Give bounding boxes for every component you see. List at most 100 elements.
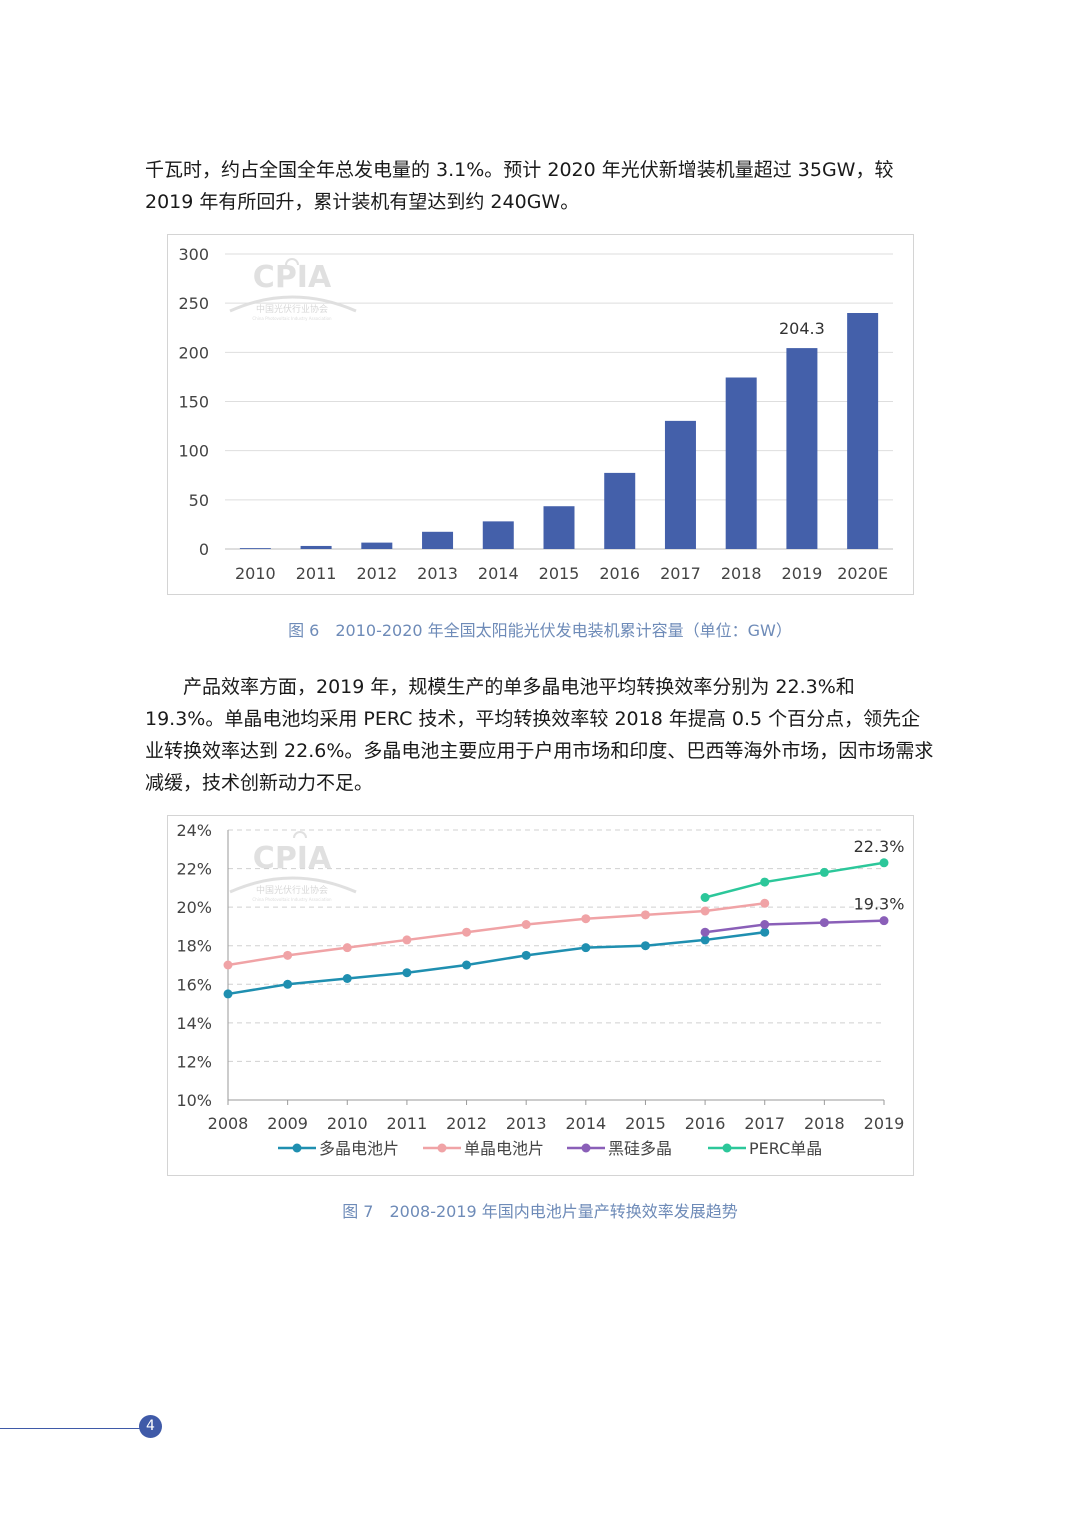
y-tick-label: 16% (176, 975, 212, 994)
x-tick-label: 2019 (864, 1114, 905, 1133)
bar (604, 472, 636, 549)
y-tick-label: 12% (176, 1052, 212, 1071)
page-number: 4 (139, 1415, 162, 1438)
y-tick-label: 14% (176, 1014, 212, 1033)
legend-marker (437, 1143, 447, 1153)
data-point (640, 941, 650, 951)
data-point (879, 858, 889, 868)
x-tick-label: 2019 (782, 564, 823, 583)
data-point (462, 927, 472, 937)
y-tick-label: 24% (176, 821, 212, 840)
y-tick-label: 250 (178, 294, 209, 313)
x-tick-label: 2013 (506, 1114, 547, 1133)
x-tick-label: 2010 (235, 564, 276, 583)
y-tick-label: 0 (199, 540, 209, 559)
y-tick-label: 22% (176, 860, 212, 879)
x-tick-label: 2020E (837, 564, 888, 583)
bar (847, 313, 879, 549)
bar (725, 377, 757, 549)
data-point (819, 918, 829, 928)
watermark-org-cn: 中国光伏行业协会 (256, 884, 328, 896)
y-tick-label: 150 (178, 393, 209, 412)
watermark-sun-icon (285, 258, 299, 266)
footer-line (0, 1428, 140, 1429)
legend-label: 多晶电池片 (319, 1139, 399, 1158)
x-tick-label: 2016 (685, 1114, 726, 1133)
y-tick-label: 200 (178, 343, 209, 362)
legend-marker (722, 1143, 732, 1153)
y-tick-label: 20% (176, 898, 212, 917)
data-point (581, 943, 591, 953)
data-point (581, 914, 591, 924)
series-line (704, 919, 885, 934)
series-line (227, 902, 765, 967)
data-label: 204.3 (779, 319, 825, 338)
legend-label: 单晶电池片 (464, 1139, 544, 1158)
legend-label: 黑硅多晶 (608, 1139, 672, 1158)
data-point (760, 877, 770, 887)
x-tick-label: 2009 (267, 1114, 308, 1133)
watermark-sun-icon (293, 831, 307, 839)
x-tick-label: 2011 (296, 564, 337, 583)
bar-chart-container: CPIA 中国光伏行业协会 China Photovoltaic Industr… (167, 234, 914, 595)
data-point (521, 950, 531, 960)
watermark-swoosh (229, 876, 357, 894)
figure-6-caption: 图 6 2010-2020 年全国太阳能光伏发电装机累计容量（单位：GW） (288, 621, 792, 640)
watermark-logo: CPIA (253, 841, 332, 876)
data-label: 19.3% (854, 895, 905, 914)
y-tick-label: 100 (178, 442, 209, 461)
data-point (700, 893, 710, 902)
series-line (227, 930, 765, 996)
data-point (223, 989, 233, 999)
bar (422, 531, 454, 549)
x-tick-label: 2018 (721, 564, 762, 583)
watermark: CPIA 中国光伏行业协会 China Photovoltaic Industr… (229, 831, 357, 902)
y-tick-label: 300 (178, 245, 209, 264)
x-tick-label: 2014 (478, 564, 519, 583)
bar (239, 548, 271, 549)
y-tick-label: 18% (176, 937, 212, 956)
data-point (700, 935, 710, 945)
data-point (342, 974, 352, 983)
x-tick-label: 2012 (356, 564, 397, 583)
data-point (342, 943, 352, 953)
bar (482, 521, 514, 549)
watermark-org-cn: 中国光伏行业协会 (256, 303, 328, 315)
x-tick-label: 2012 (446, 1114, 487, 1133)
data-point (760, 927, 770, 937)
bar (543, 506, 575, 549)
bar (786, 348, 818, 549)
y-tick-label: 50 (189, 491, 209, 510)
data-point (223, 960, 233, 970)
x-tick-label: 2008 (208, 1114, 249, 1133)
watermark-org-en: China Photovoltaic Industry Association (252, 316, 332, 321)
data-point (462, 960, 472, 970)
bar (300, 545, 332, 549)
x-tick-label: 2014 (565, 1114, 606, 1133)
x-tick-label: 2016 (599, 564, 640, 583)
x-tick-label: 2015 (539, 564, 580, 583)
data-point (402, 935, 412, 945)
data-label: 22.3% (854, 837, 905, 856)
watermark: CPIA 中国光伏行业协会 China Photovoltaic Industr… (229, 258, 357, 321)
data-point (700, 927, 710, 937)
data-point (879, 916, 889, 926)
x-tick-label: 2017 (744, 1114, 785, 1133)
watermark-swoosh (229, 295, 357, 313)
data-point (402, 968, 412, 978)
data-point (521, 920, 531, 929)
data-point (283, 950, 293, 960)
paragraph-2: 产品效率方面，2019 年，规模生产的单多晶电池平均转换效率分别为 22.3%和… (145, 676, 934, 794)
y-tick-label: 10% (176, 1091, 212, 1110)
data-point (819, 867, 829, 877)
legend-marker (292, 1143, 302, 1153)
watermark-logo: CPIA (253, 260, 332, 295)
data-point (700, 906, 710, 916)
x-tick-label: 2011 (387, 1114, 428, 1133)
x-tick-label: 2010 (327, 1114, 368, 1133)
data-point (760, 898, 770, 908)
x-tick-label: 2017 (660, 564, 701, 583)
line-chart-container: CPIA 中国光伏行业协会 China Photovoltaic Industr… (167, 815, 914, 1176)
line-chart: CPIA 中国光伏行业协会 China Photovoltaic Industr… (176, 821, 905, 1158)
x-tick-label: 2015 (625, 1114, 666, 1133)
